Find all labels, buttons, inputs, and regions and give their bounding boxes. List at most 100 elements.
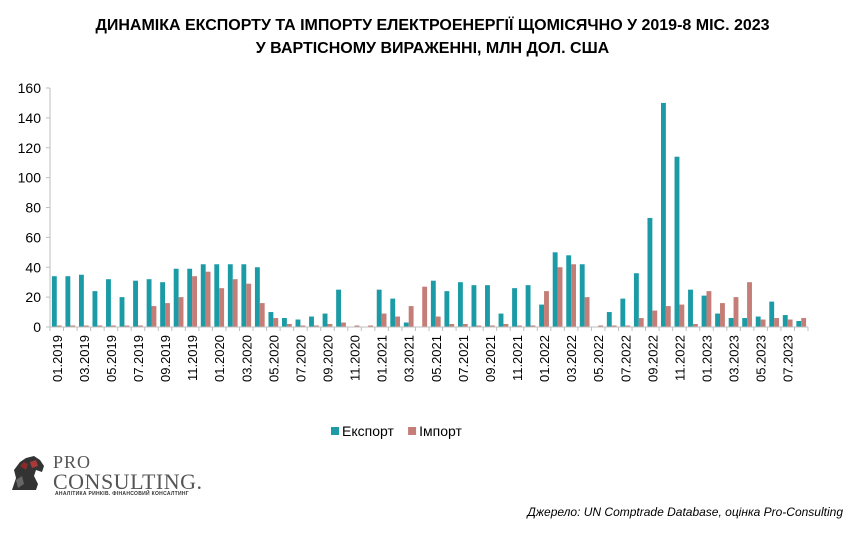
import-bar xyxy=(489,325,495,327)
logo-tagline: АНАЛІТИКА РИНКІВ. ФІНАНСОВИЙ КОНСАЛТИНГ xyxy=(55,491,189,497)
export-bar xyxy=(376,289,382,327)
x-tick-label: 03.2023 xyxy=(727,335,742,382)
export-bar xyxy=(403,322,409,327)
x-tick-label: 03.2022 xyxy=(564,335,579,382)
import-bar xyxy=(381,313,387,327)
import-bar xyxy=(259,303,265,327)
x-tick-label: 03.2019 xyxy=(77,335,92,382)
import-bar xyxy=(598,325,604,327)
import-bar xyxy=(544,291,549,327)
export-bar xyxy=(742,318,748,327)
import-bar xyxy=(327,324,333,327)
import-bar xyxy=(584,297,590,328)
logo-text-pro: PRO xyxy=(53,452,92,472)
export-bar xyxy=(92,291,98,327)
export-bar xyxy=(728,318,734,327)
import-bar xyxy=(313,325,319,327)
import-bar xyxy=(354,325,360,327)
x-tick-label: 07.2022 xyxy=(618,335,633,382)
x-tick-label: 03.2020 xyxy=(239,335,254,382)
export-bar xyxy=(525,285,531,327)
export-bar xyxy=(214,264,220,327)
x-tick-label: 11.2021 xyxy=(510,335,525,381)
export-bar xyxy=(227,264,233,327)
export-bar xyxy=(539,304,545,327)
import-bar xyxy=(557,267,563,327)
y-tick-label: 140 xyxy=(18,110,42,126)
export-bar xyxy=(755,316,761,327)
export-bar xyxy=(282,318,287,327)
import-bar xyxy=(232,279,238,327)
import-bar xyxy=(774,318,780,327)
x-tick-label: 05.2019 xyxy=(104,335,119,382)
export-bar xyxy=(552,252,558,327)
import-bar xyxy=(760,319,766,327)
export-bar xyxy=(430,280,436,327)
legend-label-import: Імпорт xyxy=(419,423,462,439)
export-bar xyxy=(119,297,125,328)
import-bar xyxy=(747,282,752,327)
chart-title: ДИНАМІКА ЕКСПОРТУ ТА ІМПОРТУ ЕЛЕКТРОЕНЕР… xyxy=(0,14,865,60)
export-bar xyxy=(295,319,301,327)
import-bar xyxy=(137,325,143,327)
export-bar xyxy=(715,313,721,327)
export-bar xyxy=(336,289,342,327)
export-bar xyxy=(187,268,193,327)
y-tick-label: 120 xyxy=(18,140,42,156)
x-tick-label: 01.2020 xyxy=(212,335,227,382)
import-bar xyxy=(341,322,346,327)
y-tick-label: 0 xyxy=(33,319,41,335)
x-tick-label: 01.2021 xyxy=(375,335,390,382)
export-bar xyxy=(620,298,626,327)
import-bar xyxy=(625,325,631,327)
export-bar xyxy=(701,295,707,327)
export-bar xyxy=(498,313,504,327)
x-tick-label: 07.2023 xyxy=(781,335,796,382)
y-tick-label: 60 xyxy=(25,229,41,245)
import-bar xyxy=(300,325,306,327)
export-bar xyxy=(322,313,328,327)
import-bar xyxy=(692,324,698,327)
x-tick-label: 11.2022 xyxy=(672,335,687,381)
import-bar xyxy=(273,318,279,327)
import-bar xyxy=(530,325,536,327)
export-bar xyxy=(606,312,612,327)
import-bar xyxy=(476,325,482,327)
x-tick-label: 05.2023 xyxy=(754,335,769,382)
import-bar xyxy=(368,325,373,327)
import-bar xyxy=(83,325,89,327)
export-bar xyxy=(579,264,585,327)
import-bar xyxy=(638,318,644,327)
import-bar xyxy=(449,324,455,327)
import-bar xyxy=(110,325,116,327)
export-bar xyxy=(160,282,166,327)
export-bar xyxy=(146,279,152,327)
y-axis: 0 20 40 60 80 100 120 140 160 xyxy=(18,80,51,335)
export-bar xyxy=(661,102,666,327)
export-bar xyxy=(674,156,680,327)
horse-icon xyxy=(6,452,48,494)
x-tick-label: 09.2020 xyxy=(320,335,335,382)
export-bar xyxy=(796,321,802,327)
x-tick-label: 09.2022 xyxy=(645,335,660,382)
chart-title-line1: ДИНАМІКА ЕКСПОРТУ ТА ІМПОРТУ ЕЛЕКТРОЕНЕР… xyxy=(95,17,770,34)
import-bar xyxy=(246,283,252,327)
import-bar xyxy=(503,324,509,327)
export-bar xyxy=(512,288,517,327)
x-axis: 01.2019 03.2019 05.2019 07.2019 09.2019 11.20… xyxy=(49,326,809,382)
export-bar xyxy=(769,301,775,327)
export-bar xyxy=(782,315,788,327)
x-tick-label: 05.2022 xyxy=(591,335,606,382)
export-bar xyxy=(566,255,572,327)
import-bar xyxy=(205,271,211,327)
export-bar xyxy=(268,312,274,327)
import-bar xyxy=(611,325,617,327)
import-bar xyxy=(165,303,170,327)
import-bar xyxy=(286,324,292,327)
import-bar xyxy=(124,325,130,327)
import-bar xyxy=(462,324,468,327)
import-bar xyxy=(219,288,225,327)
x-tick-label: 01.2022 xyxy=(537,335,552,382)
export-bar xyxy=(133,280,138,327)
